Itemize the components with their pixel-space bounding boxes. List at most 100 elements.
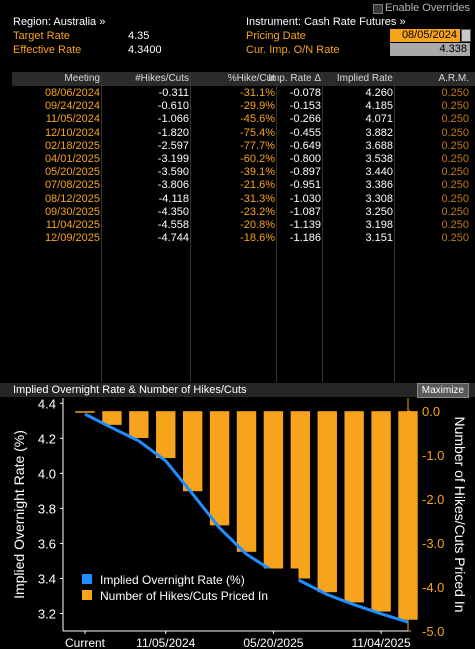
column-divider [322, 72, 323, 382]
table-row[interactable]: 09/24/2024 -0.610 -29.9% -0.153 4.185 0.250 [12, 100, 475, 113]
left-axis-tick-label: 4.0 [38, 466, 56, 481]
right-axis-tick-label: -2.0 [422, 492, 444, 507]
table-row[interactable]: 12/10/2024 -1.820 -75.4% -0.455 3.882 0.250 [12, 127, 475, 140]
column-divider [190, 72, 191, 382]
meeting-date: 08/06/2024 [44, 87, 100, 99]
pct-hike-cut-value: -18.6% [240, 232, 275, 245]
imp-rate-delta-value: -0.897 [289, 166, 321, 179]
hikes-cuts-value: -3.590 [157, 166, 189, 179]
arm-value: 0.250 [441, 100, 469, 113]
imp-rate-delta-value: -0.649 [289, 139, 321, 152]
imp-rate-delta-value: -1.186 [289, 232, 321, 245]
table-row[interactable]: 09/30/2025 -4.350 -23.2% -1.087 3.250 0.250 [12, 206, 475, 219]
bar-hikes-cuts [102, 411, 122, 425]
bar-hikes-cuts [182, 411, 203, 492]
effective-rate-value: 4.3400 [128, 44, 162, 56]
arm-value: 0.250 [441, 153, 469, 165]
arm-value: 0.250 [441, 232, 469, 245]
bar-hikes-cuts [317, 411, 337, 593]
hikes-cuts-value: -4.558 [157, 219, 189, 231]
implied-rate-line [84, 412, 409, 624]
left-axis-tick-label: 3.6 [38, 536, 56, 551]
bar-hikes-cuts [398, 411, 418, 620]
bar-hikes-cuts [344, 411, 364, 603]
x-axis-tick-label: Current [65, 636, 106, 649]
table-row[interactable]: 11/04/2025 -4.558 -20.8% -1.139 3.198 0.250 [12, 219, 475, 232]
hikes-cuts-value: -4.118 [158, 192, 189, 205]
pricing-date-label: Pricing Date [246, 30, 306, 42]
enable-overrides-label[interactable]: Enable Overrides [385, 2, 470, 14]
region-selector[interactable]: Region: Australia » [13, 16, 106, 28]
arm-value: 0.250 [441, 139, 469, 152]
arm-value: 0.250 [441, 219, 469, 231]
col-arm[interactable]: A.R.M. [438, 73, 469, 84]
hikes-cuts-value: -1.820 [157, 126, 189, 139]
table-row[interactable]: 07/08/2025 -3.806 -21.6% -0.951 3.386 0.250 [12, 179, 475, 192]
meeting-date: 11/04/2025 [45, 219, 100, 231]
col-pct-hike-cut[interactable]: %Hike/Cut [227, 73, 275, 84]
right-axis-tick-label: -1.0 [422, 448, 444, 463]
meeting-date: 09/24/2024 [44, 100, 100, 113]
right-axis-title: Number of Hikes/Cuts Priced In [452, 416, 468, 612]
maximize-button[interactable]: Maximize [416, 383, 469, 398]
meeting-date: 12/10/2024 [44, 126, 100, 139]
table-row[interactable]: 11/05/2024 -1.066 -45.6% -0.266 4.071 0.250 [12, 113, 475, 126]
implied-rate-value: 3.308 [365, 192, 393, 205]
table-row[interactable]: 08/06/2024 -0.311 -31.1% -0.078 4.260 0.250 [12, 87, 475, 100]
pricing-date-input[interactable]: 08/05/2024 [390, 29, 460, 42]
imp-rate-delta-value: -1.030 [289, 192, 321, 205]
imp-rate-delta-value: -0.951 [289, 179, 321, 192]
table-row[interactable]: 12/09/2025 -4.744 -18.6% -1.186 3.151 0.250 [12, 232, 475, 245]
meeting-date: 12/09/2025 [44, 232, 100, 245]
bar-hikes-cuts [371, 411, 391, 612]
right-axis-tick-label: -3.0 [422, 536, 444, 551]
hikes-cuts-value: -1.066 [157, 113, 189, 126]
pct-hike-cut-value: -31.3% [240, 192, 275, 205]
cur-imp-rate-label: Cur. Imp. O/N Rate [246, 44, 340, 56]
table-row[interactable]: 05/20/2025 -3.590 -39.1% -0.897 3.440 0.250 [12, 166, 475, 179]
pct-hike-cut-value: -60.2% [240, 153, 275, 165]
meeting-date: 04/01/2025 [44, 153, 100, 165]
legend-label-line: Implied Overnight Rate (%) [100, 573, 245, 587]
meeting-date: 05/20/2025 [44, 166, 100, 179]
right-axis-tick-label: -4.0 [422, 580, 444, 595]
col-implied-rate[interactable]: Implied Rate [336, 73, 393, 84]
table-row[interactable]: 08/12/2025 -4.118 -31.3% -1.030 3.308 0.250 [12, 193, 475, 206]
pct-hike-cut-value: -77.7% [240, 139, 275, 152]
implied-rate-value: 3.386 [365, 179, 393, 192]
x-axis-tick-label: 05/20/2025 [243, 636, 303, 649]
table-row[interactable]: 02/18/2025 -2.597 -77.7% -0.649 3.688 0.250 [12, 140, 475, 153]
implied-rate-value: 3.882 [365, 126, 393, 139]
bar-hikes-cuts [236, 411, 257, 552]
pct-hike-cut-value: -23.2% [240, 205, 275, 218]
arm-value: 0.250 [441, 113, 469, 126]
imp-rate-delta-value: -1.139 [289, 219, 321, 231]
col-meeting[interactable]: Meeting [64, 73, 100, 84]
hikes-cuts-value: -3.199 [157, 153, 189, 165]
arm-value: 0.250 [441, 126, 469, 139]
left-axis-tick-label: 4.4 [38, 398, 56, 411]
arm-value: 0.250 [441, 192, 469, 205]
table-row[interactable]: 04/01/2025 -3.199 -60.2% -0.800 3.538 0.250 [12, 153, 475, 166]
instrument-selector[interactable]: Instrument: Cash Rate Futures » [246, 16, 406, 28]
effective-rate-label: Effective Rate [13, 44, 82, 56]
cur-imp-rate-input[interactable]: 4.338 [390, 43, 470, 56]
col-hikes-cuts[interactable]: #Hikes/Cuts [135, 73, 189, 84]
enable-overrides-checkbox[interactable] [373, 4, 383, 14]
column-divider [276, 72, 277, 382]
col-imp-rate-delta[interactable]: Imp. Rate Δ [268, 73, 321, 84]
pct-hike-cut-value: -75.4% [240, 126, 275, 139]
legend-box [75, 568, 299, 608]
bar-hikes-cuts [156, 411, 176, 459]
calendar-icon[interactable] [461, 29, 471, 42]
bar-hikes-cuts [290, 411, 311, 579]
chart-title: Implied Overnight Rate & Number of Hikes… [13, 384, 247, 396]
imp-rate-delta-value: -0.266 [289, 113, 321, 126]
chart-title-bar: Implied Overnight Rate & Number of Hikes… [0, 383, 475, 398]
meeting-date: 08/12/2025 [44, 192, 100, 205]
arm-value: 0.250 [441, 179, 469, 192]
implied-rate-value: 3.250 [365, 205, 393, 218]
implied-rate-chart: 4.4 4.2 4.0 3.8 3.6 3.4 3.2 0.0 -1.0 -2.0 -3.0 -4.0… [11, 398, 468, 649]
imp-rate-delta-value: -0.078 [289, 87, 321, 99]
implied-rate-value: 3.151 [365, 232, 393, 245]
